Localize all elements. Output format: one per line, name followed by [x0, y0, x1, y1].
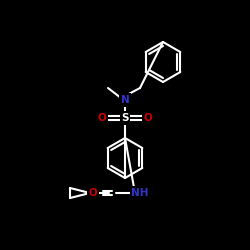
Text: O: O	[144, 113, 152, 123]
Text: O: O	[88, 188, 98, 198]
Text: N: N	[120, 95, 130, 105]
Text: S: S	[121, 113, 129, 123]
Text: NH: NH	[131, 188, 149, 198]
Text: O: O	[98, 113, 106, 123]
